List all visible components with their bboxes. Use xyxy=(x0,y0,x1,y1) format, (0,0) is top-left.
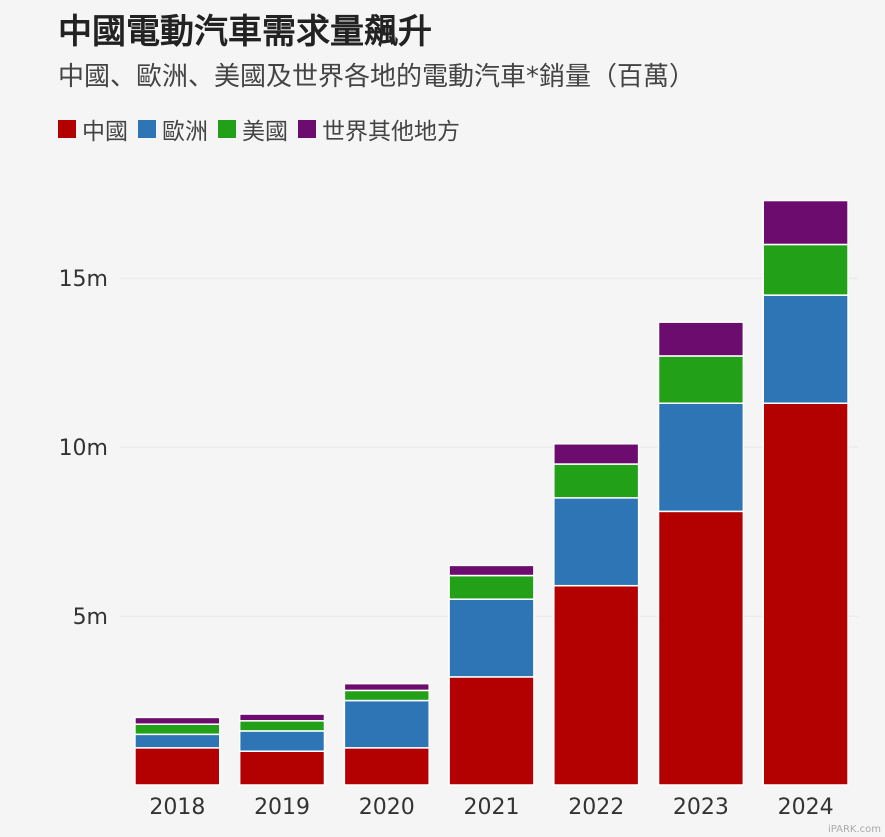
bar-segment-china xyxy=(762,402,849,786)
legend-swatch-rest xyxy=(298,120,316,138)
legend-swatch-europe xyxy=(138,120,156,138)
bar-segment-usa xyxy=(448,574,535,600)
bar-segment-rest xyxy=(238,713,326,722)
x-tick-label: 2023 xyxy=(673,795,729,820)
bar-segment-europe xyxy=(762,294,849,404)
chart-title: 中國電動汽車需求量飆升 xyxy=(58,12,432,52)
bar-segment-china xyxy=(657,510,745,786)
bar-segment-rest xyxy=(657,321,745,357)
bar-segment-rest xyxy=(343,682,430,692)
legend-item-china: 中國 xyxy=(58,112,128,146)
bar-segment-rest xyxy=(448,564,535,577)
y-tick-label: 15m xyxy=(59,267,108,292)
bar-segment-china xyxy=(134,747,221,786)
bar-segment-china xyxy=(448,676,535,786)
legend-swatch-usa xyxy=(218,120,236,138)
legend-item-usa: 美國 xyxy=(218,112,288,146)
x-tick-label: 2020 xyxy=(359,795,415,820)
x-tick-label: 2024 xyxy=(778,795,834,820)
bar-segment-europe xyxy=(238,730,326,752)
y-tick-label: 10m xyxy=(59,436,108,461)
legend-label-rest: 世界其他地方 xyxy=(322,119,460,145)
bar-segment-china xyxy=(553,584,640,786)
x-tick-label: 2019 xyxy=(254,795,310,820)
bar-segment-rest xyxy=(134,716,221,725)
bar-segment-europe xyxy=(553,497,640,587)
legend-label-usa: 美國 xyxy=(242,119,288,145)
bar-segment-usa xyxy=(134,723,221,736)
bar-segment-china xyxy=(343,747,430,786)
watermark: iPARK.com xyxy=(827,824,881,835)
y-tick-label: 5m xyxy=(73,605,108,630)
bar-segment-rest xyxy=(762,199,849,246)
x-tick-label: 2021 xyxy=(464,795,520,820)
bar-segment-usa xyxy=(762,243,849,296)
bar-segment-rest xyxy=(553,443,640,465)
legend-swatch-china xyxy=(58,120,76,138)
legend-item-rest: 世界其他地方 xyxy=(298,112,460,146)
bar-segment-europe xyxy=(657,402,745,513)
legend-label-china: 中國 xyxy=(82,119,128,145)
chart-subtitle: 中國、歐洲、美國及世界各地的電動汽車*銷量（百萬） xyxy=(58,62,696,92)
legend-label-europe: 歐洲 xyxy=(162,119,208,145)
legend: 中國 歐洲 美國 世界其他地方 xyxy=(58,112,470,146)
x-tick-label: 2022 xyxy=(568,795,624,820)
x-tick-label: 2018 xyxy=(149,795,205,820)
bar-segment-europe xyxy=(448,598,535,678)
bar-segment-china xyxy=(238,750,326,786)
legend-item-europe: 歐洲 xyxy=(138,112,208,146)
bar-segment-europe xyxy=(343,699,430,749)
bar-segment-usa xyxy=(553,463,640,499)
bar-segment-europe xyxy=(134,733,221,749)
bar-segment-usa xyxy=(657,355,745,404)
bar-segment-usa xyxy=(343,689,430,702)
bar-segment-usa xyxy=(238,720,326,732)
